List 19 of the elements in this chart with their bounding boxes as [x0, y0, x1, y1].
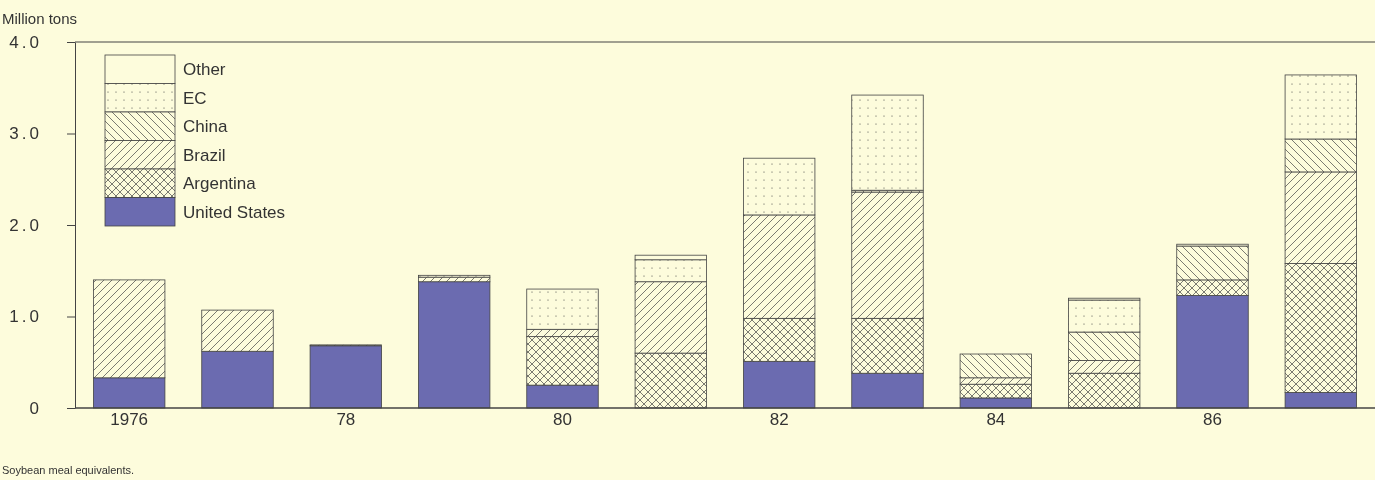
x-tick-label: 1976	[110, 410, 149, 429]
x-tick-label: 84	[986, 410, 1006, 429]
legend-label: United States	[183, 202, 286, 222]
y-tick-label: 0	[29, 398, 42, 418]
x-tick-label: 86	[1203, 410, 1222, 429]
x-tick-label: 78	[336, 410, 356, 429]
text: Soybean meal equivalents.	[2, 464, 135, 476]
x-tick-label: 80	[553, 410, 572, 429]
y-tick-label: 2.0	[9, 215, 42, 235]
y-tick-label: 1.0	[9, 307, 42, 327]
y-tick-label: 3.0	[9, 124, 42, 144]
legend-label: China	[183, 117, 228, 136]
x-tick-label: 82	[769, 410, 789, 429]
y-axis-title: Million tons	[2, 10, 78, 27]
y-tick-label: 4.0	[9, 32, 42, 52]
legend-label: Argentina	[183, 174, 257, 193]
legend-label: Other	[183, 60, 226, 79]
legend-label: EC	[183, 88, 207, 108]
legend-label: Brazil	[183, 145, 226, 165]
